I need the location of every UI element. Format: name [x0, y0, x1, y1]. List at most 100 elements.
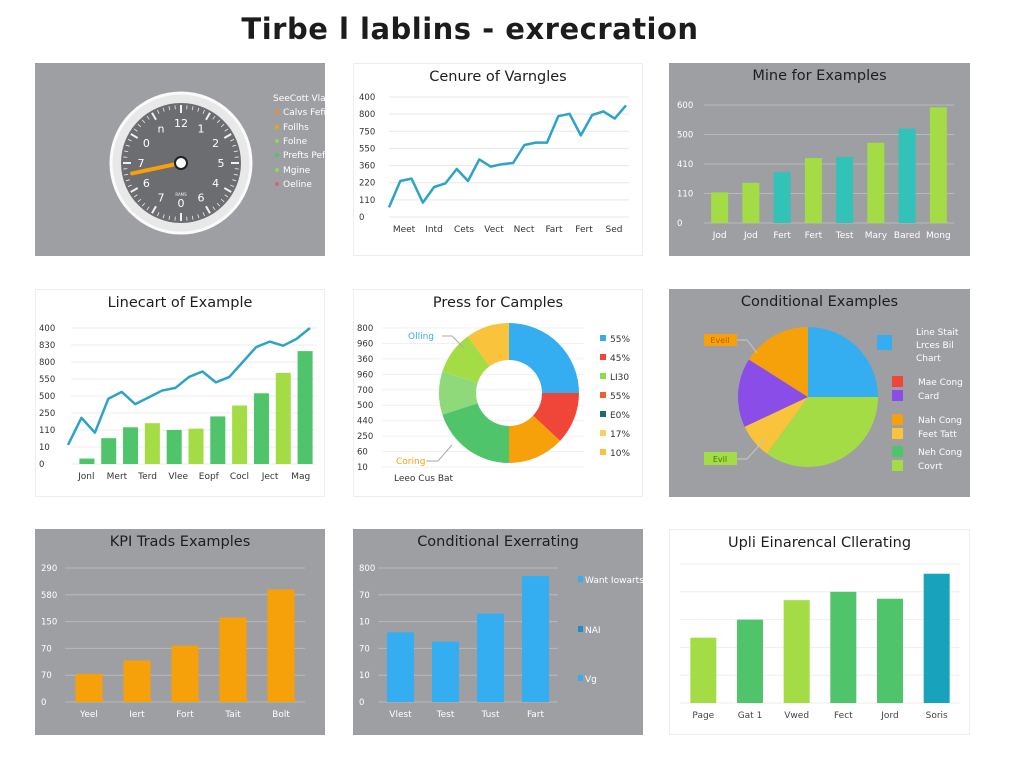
- x-tick-label: Fect: [834, 711, 853, 721]
- y-tick-label: 700: [357, 386, 373, 396]
- bar: [804, 158, 822, 223]
- gauge-tick: [133, 128, 138, 132]
- legend-label: 55%: [610, 335, 630, 345]
- legend-marker: [275, 139, 279, 143]
- bar: [275, 372, 291, 464]
- x-tick-label: Intd: [425, 225, 443, 235]
- legend-label: Calvs Fefit: [283, 108, 325, 118]
- gauge-tick: [216, 202, 221, 207]
- bar: [253, 393, 269, 464]
- y-tick-label: 250: [357, 432, 373, 442]
- bar: [477, 613, 504, 702]
- y-tick-label: 10: [359, 618, 370, 628]
- x-tick-label: Iert: [129, 710, 145, 720]
- x-tick-label: Jod: [743, 231, 758, 241]
- gauge-tick: [141, 202, 146, 207]
- chart-title: Mine for Examples: [752, 68, 887, 84]
- pie-slice: [509, 415, 561, 463]
- y-tick-label: 500: [677, 131, 693, 141]
- gauge-tick: [124, 150, 129, 153]
- y-tick-label: 750: [359, 127, 375, 137]
- bar: [737, 619, 763, 703]
- bar: [923, 573, 950, 703]
- legend-marker: [578, 675, 583, 681]
- y-tick-label: 800: [359, 110, 375, 120]
- gauge-dial-label: 0: [178, 197, 185, 210]
- gauge-tick: [157, 109, 160, 114]
- y-tick-label: 800: [359, 564, 375, 574]
- gauge-tick: [220, 123, 225, 128]
- bar: [171, 645, 199, 702]
- x-tick-label: Soris: [926, 711, 948, 721]
- gauge-tick: [127, 139, 132, 142]
- legend-marker: [600, 392, 606, 398]
- gauge-tick: [151, 112, 157, 121]
- gauge-tick: [224, 128, 229, 132]
- legend-label: LI30: [610, 373, 629, 383]
- y-tick-label: 70: [41, 671, 52, 681]
- y-tick-label: 220: [359, 179, 375, 189]
- upli-bar-chart: Page Gat 1 Vwed Fect Jord Soris: [680, 563, 960, 721]
- x-tick-label: Mong: [926, 231, 951, 241]
- chart-title: Press for Camples: [432, 295, 564, 311]
- bar: [783, 600, 810, 703]
- bar: [877, 598, 903, 703]
- y-tick-label: 70: [359, 644, 370, 654]
- gauge-tick: [191, 106, 194, 111]
- y-tick-label: 800: [39, 358, 55, 368]
- bar: [830, 591, 857, 703]
- gauge-dial-label: 5: [218, 157, 225, 170]
- gauge-tick: [220, 198, 225, 203]
- legend-marker: [892, 376, 903, 387]
- y-tick-label: 500: [39, 392, 55, 402]
- legend-label: 17%: [610, 430, 630, 440]
- y-tick-label: 70: [359, 591, 370, 601]
- combo-chart-panel: Linecart of Example 0 10 110 250 500 550 800 83…: [35, 289, 325, 497]
- x-tick-label: Fert: [575, 225, 593, 235]
- legend-label: Line Stait: [916, 328, 959, 338]
- gauge-tick: [137, 198, 142, 203]
- callout-label: Coring: [396, 457, 425, 467]
- x-tick-label: Meet: [393, 225, 416, 235]
- gauge-tick: [151, 205, 157, 214]
- x-tick-label: Tait: [224, 710, 241, 720]
- gauge-tick: [224, 194, 229, 198]
- bar: [188, 428, 204, 464]
- y-tick-label: 0: [677, 219, 682, 229]
- legend-marker: [600, 354, 606, 360]
- legend-marker: [578, 626, 583, 632]
- y-tick-label: 960: [357, 339, 373, 349]
- legend-label: Chart: [916, 354, 941, 364]
- legend-label: Prefts Pefit: [283, 151, 325, 161]
- x-tick-label: Bolt: [272, 710, 290, 720]
- legend-label: Lrces Bil: [916, 341, 954, 351]
- gauge-tick: [223, 133, 232, 139]
- bar: [867, 142, 885, 223]
- gauge-tick: [202, 109, 205, 114]
- x-tick-label: Test: [436, 710, 455, 720]
- y-tick-label: 550: [39, 375, 55, 385]
- chart-title: Conditional Examples: [740, 294, 899, 310]
- pie-slice: [442, 403, 509, 463]
- legend-label: E0%: [610, 411, 630, 421]
- gauge-tick: [191, 215, 194, 220]
- legend-marker: [892, 414, 903, 425]
- x-tick-label: Nect: [514, 225, 535, 235]
- chart-caption: Leeo Cus Bat: [394, 474, 454, 484]
- legend-marker: [275, 110, 279, 114]
- x-tick-label: Mert: [107, 472, 128, 482]
- y-tick-label: 110: [39, 426, 55, 436]
- y-tick-label: 60: [357, 448, 368, 458]
- gauge-tick: [130, 133, 139, 139]
- bar: [742, 182, 760, 223]
- donut-chart-panel: Press for Camples 10 60 250 440 500 700 960 360…: [353, 289, 643, 497]
- gauge-tick: [124, 173, 129, 176]
- gauge-tick: [146, 206, 150, 211]
- gauge-tick: [205, 205, 211, 214]
- callout-line: [737, 438, 766, 460]
- gauge-dial-label: 4: [212, 177, 219, 190]
- legend-marker: [600, 373, 606, 379]
- gauge-needle: [130, 161, 183, 176]
- y-tick-label: 290: [41, 564, 57, 574]
- legend-label: Feet Tatt: [918, 430, 957, 440]
